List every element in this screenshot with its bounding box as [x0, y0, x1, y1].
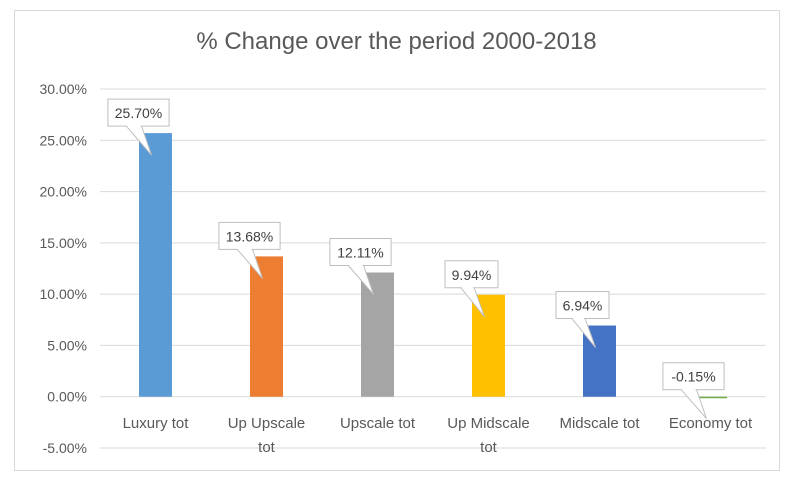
bar: [250, 256, 283, 397]
data-label-box: [329, 238, 392, 267]
y-tick-label: -5.00%: [43, 440, 87, 456]
y-tick-label: 25.00%: [40, 132, 87, 148]
data-label-box: [444, 260, 499, 289]
bar: [472, 294, 505, 397]
data-label: 9.94%: [452, 267, 492, 283]
bar: [694, 396, 727, 399]
data-label-box: [107, 98, 170, 127]
y-tick-label: 5.00%: [47, 337, 87, 353]
y-tick-label: 20.00%: [40, 184, 87, 200]
y-tick-label: 15.00%: [40, 235, 87, 251]
data-label-box: [218, 221, 281, 250]
x-category-label: Up Midscale: [447, 415, 530, 432]
data-label: 25.70%: [115, 105, 162, 121]
bar: [361, 272, 394, 397]
bar: [139, 133, 172, 397]
data-label: 6.94%: [563, 298, 603, 314]
y-tick-label: 10.00%: [40, 286, 87, 302]
data-label-box: [555, 291, 610, 320]
data-label: -0.15%: [671, 369, 715, 385]
x-category-label: tot: [480, 439, 498, 456]
x-category-label: Luxury tot: [123, 415, 190, 432]
x-category-label: Up Upscale: [228, 415, 306, 432]
x-category-label: Upscale tot: [340, 415, 416, 432]
y-tick-label: 30.00%: [40, 81, 87, 97]
x-category-label: Midscale tot: [559, 415, 640, 432]
x-category-label: Economy tot: [669, 415, 753, 432]
x-category-label: tot: [258, 439, 276, 456]
y-tick-label: 0.00%: [47, 389, 87, 405]
data-label: 13.68%: [226, 228, 273, 244]
chart-title: % Change over the period 2000-2018: [196, 28, 597, 55]
data-label: 12.11%: [337, 245, 383, 261]
